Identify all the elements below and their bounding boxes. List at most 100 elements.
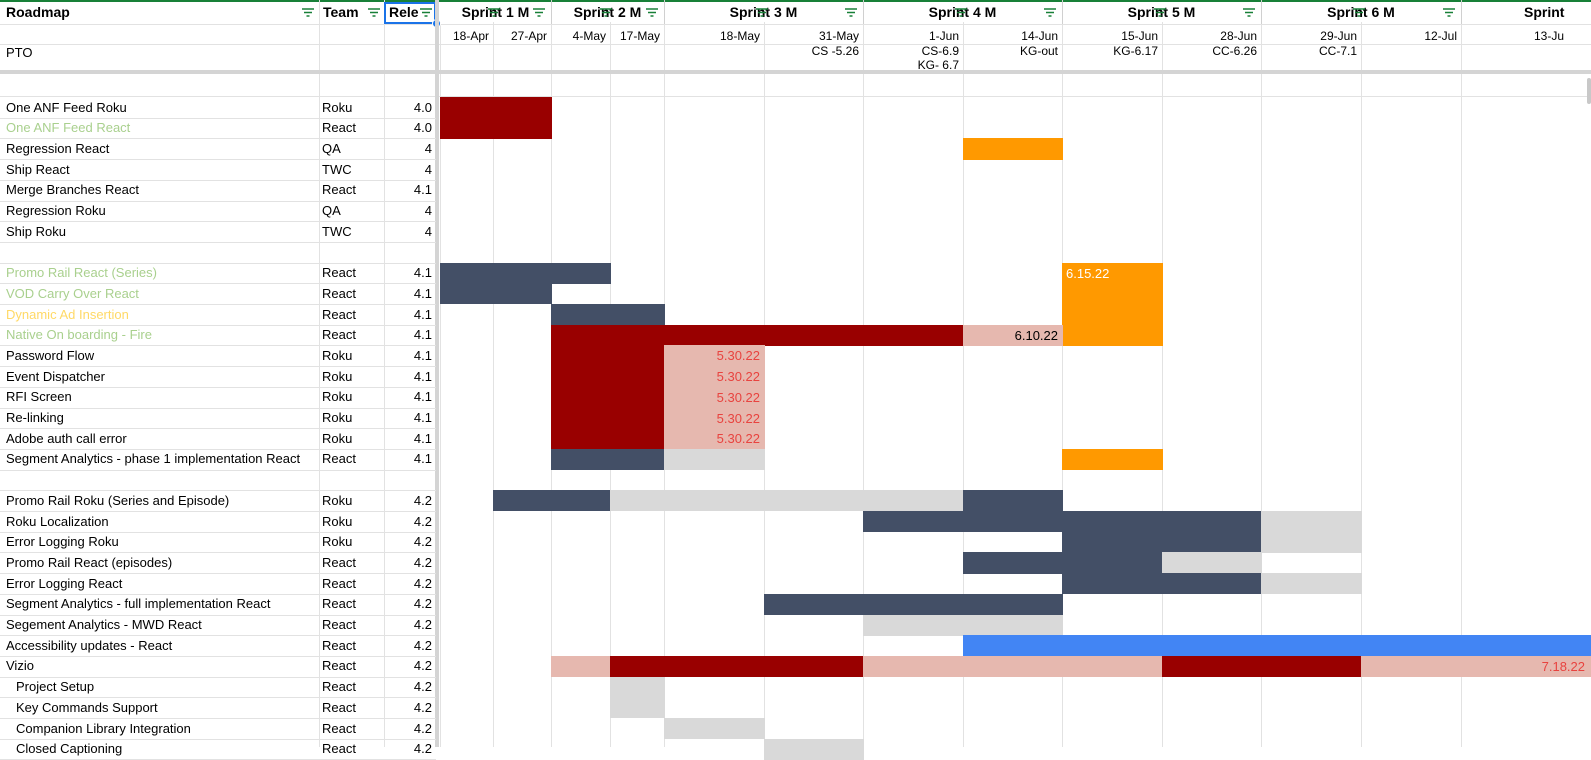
- team-cell[interactable]: React: [322, 679, 356, 695]
- team-cell[interactable]: React: [322, 575, 356, 591]
- filter-icon[interactable]: [1154, 8, 1166, 18]
- roadmap-item-name[interactable]: One ANF Feed Roku: [6, 99, 127, 115]
- roadmap-item-name[interactable]: Native On boarding - Fire: [6, 327, 152, 343]
- release-cell[interactable]: 4.0: [413, 120, 432, 136]
- team-cell[interactable]: React: [322, 182, 356, 198]
- roadmap-item-name[interactable]: VOD Carry Over React: [6, 285, 139, 301]
- release-cell[interactable]: 4.1: [413, 285, 432, 301]
- sprint-header[interactable]: Sprint: [1524, 4, 1565, 20]
- filter-icon[interactable]: [1443, 8, 1455, 18]
- release-cell[interactable]: 4.2: [413, 554, 432, 570]
- team-cell[interactable]: Roku: [322, 534, 353, 550]
- roadmap-item-name[interactable]: Segement Analytics - MWD React: [6, 617, 202, 632]
- release-cell[interactable]: 4: [424, 203, 432, 218]
- team-cell[interactable]: React: [322, 741, 356, 757]
- team-cell[interactable]: React: [322, 617, 356, 632]
- frozen-rows-divider[interactable]: [0, 70, 1591, 74]
- team-cell[interactable]: Roku: [322, 389, 353, 405]
- release-cell[interactable]: 4.1: [413, 347, 432, 363]
- release-cell[interactable]: 4.2: [413, 596, 432, 612]
- release-cell[interactable]: 4.1: [413, 182, 432, 198]
- release-cell[interactable]: 4.2: [413, 492, 432, 508]
- roadmap-item-name[interactable]: Companion Library Integration: [16, 720, 191, 736]
- roadmap-item-name[interactable]: RFI Screen: [6, 389, 72, 405]
- table-row[interactable]: [0, 242, 436, 263]
- release-cell[interactable]: 4.1: [413, 306, 432, 322]
- release-cell[interactable]: 4.2: [413, 534, 432, 550]
- release-cell[interactable]: 4.2: [413, 637, 432, 653]
- roadmap-item-name[interactable]: Promo Rail Roku (Series and Episode): [6, 492, 230, 508]
- release-cell[interactable]: 4.2: [413, 720, 432, 736]
- release-cell[interactable]: 4: [424, 161, 432, 177]
- roadmap-item-name[interactable]: Closed Captioning: [16, 741, 123, 757]
- roadmap-item-name[interactable]: Segment Analytics - full implementation …: [6, 596, 271, 612]
- release-cell[interactable]: 4.2: [413, 513, 432, 529]
- roadmap-item-name[interactable]: Adobe auth call error: [6, 430, 127, 446]
- team-cell[interactable]: TWC: [322, 161, 352, 177]
- team-cell[interactable]: TWC: [322, 223, 352, 239]
- filter-icon[interactable]: [646, 8, 658, 18]
- team-cell[interactable]: React: [322, 658, 356, 674]
- filter-icon[interactable]: [488, 8, 500, 18]
- release-cell[interactable]: 4.2: [413, 658, 432, 674]
- team-cell[interactable]: React: [322, 285, 356, 301]
- release-cell[interactable]: 4: [424, 223, 432, 239]
- release-cell[interactable]: 4.1: [413, 368, 432, 384]
- selected-cell[interactable]: [384, 2, 436, 24]
- filter-icon[interactable]: [533, 8, 545, 18]
- team-cell[interactable]: React: [322, 699, 356, 715]
- team-cell[interactable]: React: [322, 265, 356, 281]
- filter-icon[interactable]: [600, 8, 612, 18]
- release-cell[interactable]: 4.1: [413, 430, 432, 446]
- filter-icon[interactable]: [756, 8, 768, 18]
- release-cell[interactable]: 4.2: [413, 741, 432, 757]
- roadmap-item-name[interactable]: Dynamic Ad Insertion: [6, 306, 129, 322]
- filter-icon[interactable]: [1044, 8, 1056, 18]
- roadmap-item-name[interactable]: Segment Analytics - phase 1 implementati…: [6, 451, 301, 467]
- roadmap-item-name[interactable]: Promo Rail React (Series): [6, 265, 157, 281]
- filter-icon[interactable]: [368, 8, 380, 18]
- release-cell[interactable]: 4: [424, 140, 432, 156]
- frozen-columns-divider[interactable]: [435, 0, 439, 747]
- roadmap-item-name[interactable]: Regression Roku: [6, 203, 106, 218]
- filter-icon[interactable]: [1353, 8, 1365, 18]
- roadmap-item-name[interactable]: Accessibility updates - React: [6, 637, 173, 653]
- roadmap-item-name[interactable]: Password Flow: [6, 347, 95, 363]
- release-cell[interactable]: 4.2: [413, 617, 432, 632]
- filter-icon[interactable]: [845, 8, 857, 18]
- filter-icon[interactable]: [1243, 8, 1255, 18]
- release-cell[interactable]: 4.1: [413, 410, 432, 425]
- team-cell[interactable]: Roku: [322, 368, 353, 384]
- roadmap-item-name[interactable]: Promo Rail React (episodes): [6, 554, 173, 570]
- team-cell[interactable]: React: [322, 554, 356, 570]
- filter-icon[interactable]: [420, 8, 432, 18]
- roadmap-item-name[interactable]: Regression React: [6, 140, 110, 156]
- roadmap-item-name[interactable]: Roku Localization: [6, 513, 109, 529]
- release-cell[interactable]: 4.2: [413, 679, 432, 695]
- team-cell[interactable]: Roku: [322, 347, 353, 363]
- table-row[interactable]: [0, 408, 436, 429]
- team-cell[interactable]: React: [322, 596, 356, 612]
- filter-icon[interactable]: [302, 8, 314, 18]
- column-header-team[interactable]: Team: [323, 4, 359, 20]
- column-header-release[interactable]: Rele: [389, 4, 419, 20]
- team-cell[interactable]: React: [322, 720, 356, 736]
- vertical-scrollbar[interactable]: [1587, 78, 1591, 104]
- release-cell[interactable]: 4.1: [413, 265, 432, 281]
- roadmap-item-name[interactable]: Error Logging Roku: [6, 534, 119, 550]
- team-cell[interactable]: React: [322, 327, 356, 343]
- release-cell[interactable]: 4.0: [413, 99, 432, 115]
- team-cell[interactable]: QA: [322, 140, 341, 156]
- release-cell[interactable]: 4.1: [413, 451, 432, 467]
- release-cell[interactable]: 4.2: [413, 575, 432, 591]
- table-row[interactable]: [0, 470, 436, 491]
- roadmap-item-name[interactable]: Error Logging React: [6, 575, 123, 591]
- release-cell[interactable]: 4.1: [413, 389, 432, 405]
- team-cell[interactable]: Roku: [322, 410, 353, 425]
- roadmap-item-name[interactable]: Key Commands Support: [16, 699, 158, 715]
- team-cell[interactable]: Roku: [322, 99, 353, 115]
- release-cell[interactable]: 4.2: [413, 699, 432, 715]
- roadmap-item-name[interactable]: Vizio: [6, 658, 34, 674]
- team-cell[interactable]: Roku: [322, 492, 353, 508]
- release-cell[interactable]: 4.1: [413, 327, 432, 343]
